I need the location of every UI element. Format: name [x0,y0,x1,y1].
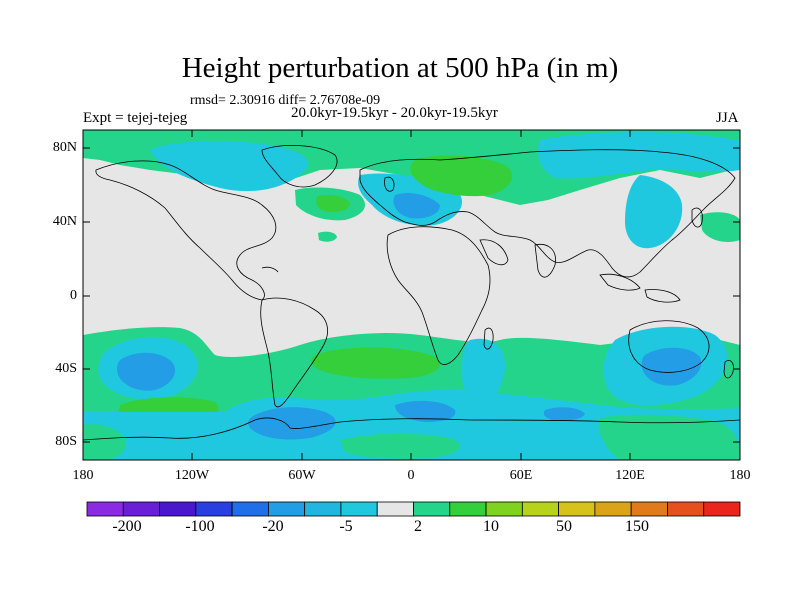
experiment-label: Expt = tejej-tejeg [83,110,188,126]
colorbar-swatch [122,501,160,517]
contour-positive-pacific-ne [700,212,740,242]
colorbar-swatch [594,501,632,517]
lat-tick-label: 80S [55,434,77,449]
contour-positive-scandinavia [410,155,513,197]
contour-fields [83,130,740,460]
contour-positive-antarctic-west [83,424,126,460]
contour-negative-greenland [150,140,309,192]
coastlines [83,145,740,441]
lat-tick-label: 40S [55,361,77,376]
lon-tick-label: 120E [615,468,645,483]
lon-tick-label: 60E [509,468,533,483]
colorbar-swatch [485,501,523,517]
colorbar-swatch [267,501,306,517]
contour-positive-antarctic-mid [340,433,461,459]
contour-negative-australia-core [641,347,702,386]
colorbar-label: 150 [625,518,649,535]
colorbar-label: -5 [339,518,353,535]
contour-negative-antarctic-core-3 [543,407,585,421]
contour-negative-arctic-east [538,132,740,179]
colorbar-label: 2 [414,518,422,535]
contour-negative-antarctic-core [248,407,336,440]
lat-tick-label: 40N [52,214,77,229]
colorbar-swatch [231,501,269,517]
colorbar-label: 10 [483,518,499,535]
contour-positive-atlantic-core [316,194,350,213]
colorbar-label: -20 [262,518,284,535]
colorbar-swatch [86,501,124,517]
lat-tick-label: 0 [70,288,77,303]
lon-tick-label: 0 [407,468,415,483]
axis-ticks [82,130,741,460]
colorbar-swatch [340,501,378,517]
colorbar-swatch [449,501,487,517]
lon-tick-label: 120W [174,468,210,483]
colorbar-swatch [703,501,741,517]
stats-label: rmsd= 2.30916 diff= 2.76708e-09 [190,93,381,108]
lat-tick-label: 80N [52,140,77,155]
colorbar [86,501,741,517]
contour-negative-asia [625,175,683,249]
contour-positive-small [318,231,337,242]
lon-tick-label: 180 [72,468,94,483]
contour-positive-southern-atlantic-core [311,347,441,379]
colorbar-swatch [195,501,233,517]
colorbar-label: 50 [556,518,572,535]
colorbar-swatch [376,501,414,517]
map-panel [82,129,741,461]
period-label: 20.0kyr-19.5kyr - 20.0kyr-19.5kyr [291,105,498,121]
colorbar-swatch [413,501,451,517]
contour-negative-southern-pacific-core [116,352,176,391]
contour-negative-antarctic-core-2 [395,400,456,422]
colorbar-label: -200 [112,518,142,535]
contour-negative-europe-core [393,193,440,219]
contour-negative-indian [461,338,505,405]
contour-positive-antarctic-east [598,414,740,460]
lon-tick-label: 180 [729,468,751,483]
colorbar-swatch [304,501,342,517]
colorbar-swatch [558,501,596,517]
colorbar-swatch [521,501,560,517]
colorbar-swatch [667,501,705,517]
colorbar-swatch [630,501,668,517]
plot-title: Height perturbation at 500 hPa (in m) [181,52,619,84]
lon-tick-label: 60W [288,468,316,483]
colorbar-label: -100 [185,518,215,535]
colorbar-swatch [159,501,197,517]
season-label: JJA [716,110,739,126]
